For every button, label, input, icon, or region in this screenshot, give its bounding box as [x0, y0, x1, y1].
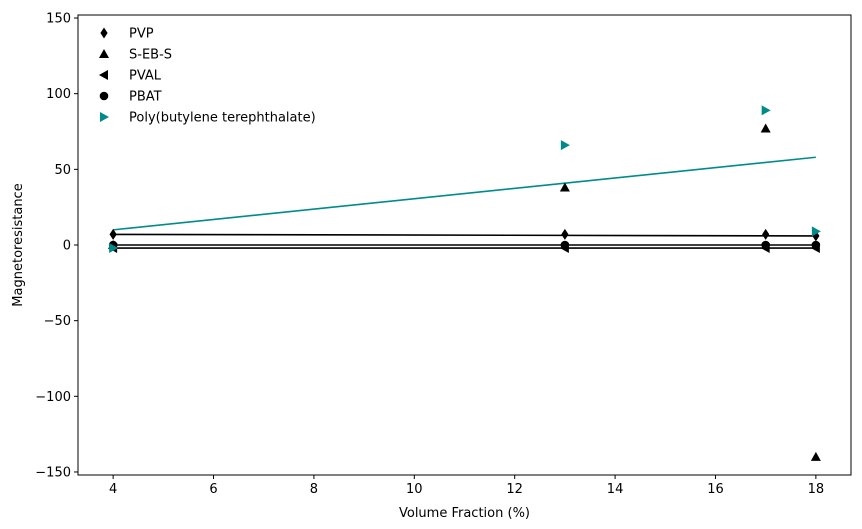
data-point: [812, 230, 820, 242]
legend-label: S-EB-S: [129, 48, 172, 63]
x-tick-label: 18: [808, 482, 825, 497]
x-axis-ticks: 4 6 8 10 12 14 16 18: [109, 475, 824, 497]
legend-label: Poly(butylene terephthalate): [129, 111, 316, 126]
y-tick-label: −100: [35, 390, 71, 405]
data-point: [810, 451, 821, 461]
data-point: [811, 240, 821, 250]
fit-lines: [113, 156, 816, 249]
legend-label: PVP: [129, 27, 154, 42]
data-point: [760, 123, 771, 133]
data-point: [561, 228, 569, 240]
data-point: [761, 105, 771, 116]
fit-line: [113, 156, 816, 231]
y-tick-label: 0: [63, 239, 71, 254]
legend-marker: [99, 70, 108, 80]
legend-marker: [99, 91, 109, 101]
data-point: [559, 182, 570, 192]
y-axis-label: Magnetoresistance: [11, 183, 26, 306]
y-tick-label: −150: [35, 465, 71, 480]
x-axis-label: Volume Fraction (%): [399, 506, 530, 521]
legend-label: PBAT: [129, 90, 162, 105]
y-tick-label: 50: [54, 163, 71, 178]
data-point: [109, 243, 119, 254]
data-point: [811, 226, 821, 237]
data-point: [560, 240, 570, 250]
y-axis-ticks: −150 −100 −50 0 50 100 150: [35, 12, 78, 480]
x-tick-label: 4: [109, 482, 117, 497]
legend: PVP S-EB-S PVAL PBAT Poly(butylene terephtha…: [99, 27, 316, 126]
x-tick-label: 14: [607, 482, 624, 497]
x-tick-label: 8: [310, 482, 318, 497]
legend-marker: [100, 112, 109, 122]
data-point: [762, 228, 770, 240]
x-tick-label: 12: [506, 482, 523, 497]
legend-label: PVAL: [129, 69, 162, 84]
y-tick-label: 100: [46, 87, 71, 102]
data-point: [109, 228, 117, 240]
legend-marker: [99, 49, 109, 58]
y-tick-label: 150: [46, 12, 71, 27]
x-tick-label: 16: [707, 482, 724, 497]
data-point: [560, 140, 570, 151]
fit-line: [113, 233, 816, 237]
data-point: [761, 240, 770, 250]
y-tick-label: −50: [44, 314, 71, 329]
data-markers: [108, 105, 821, 461]
x-tick-label: 6: [209, 482, 217, 497]
legend-marker: [100, 27, 108, 39]
x-tick-label: 10: [406, 482, 423, 497]
